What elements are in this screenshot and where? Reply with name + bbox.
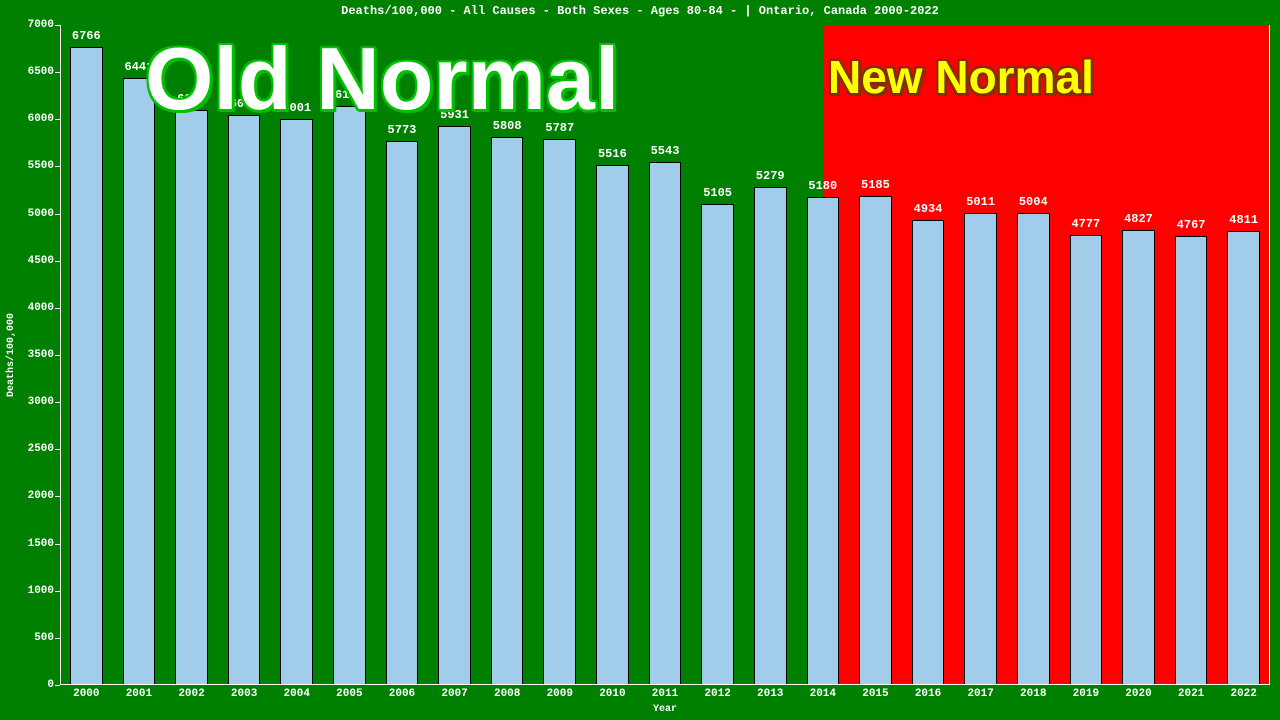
x-tick-label: 2003 xyxy=(231,688,257,700)
y-axis-line-right xyxy=(1269,25,1270,685)
x-tick-label: 2005 xyxy=(336,688,362,700)
bar xyxy=(1070,235,1103,685)
x-tick-label: 2001 xyxy=(126,688,152,700)
bar-value-label: 5011 xyxy=(966,195,995,209)
bar xyxy=(228,115,261,685)
bar-value-label: 5185 xyxy=(861,178,890,192)
annotation-text: New Normal xyxy=(828,50,1094,104)
x-tick-label: 2013 xyxy=(757,688,783,700)
x-tick-label: 2006 xyxy=(389,688,415,700)
y-tick-label: 3500 xyxy=(28,349,54,361)
y-tick-label: 7000 xyxy=(28,19,54,31)
bar xyxy=(333,106,366,685)
chart-title: Deaths/100,000 - All Causes - Both Sexes… xyxy=(0,4,1280,18)
bar xyxy=(491,137,524,685)
x-tick-label: 2021 xyxy=(1178,688,1204,700)
x-axis: Year 2000 2001 2002 2003 2004 2005 2006 2007 200… xyxy=(60,685,1270,720)
x-tick-label: 2020 xyxy=(1125,688,1151,700)
bar xyxy=(964,213,997,685)
x-tick-label: 2011 xyxy=(652,688,678,700)
x-tick-label: 2014 xyxy=(810,688,836,700)
x-tick-label: 2019 xyxy=(1073,688,1099,700)
x-tick-label: 2010 xyxy=(599,688,625,700)
bar-value-label: 6766 xyxy=(72,29,101,43)
y-tick-label: 1500 xyxy=(28,538,54,550)
y-tick-label: 6000 xyxy=(28,113,54,125)
x-tick-label: 2015 xyxy=(862,688,888,700)
y-tick-label: 4500 xyxy=(28,255,54,267)
mortality-bar-chart: Deaths/100,000 - All Causes - Both Sexes… xyxy=(0,0,1280,720)
bar xyxy=(1175,236,1208,685)
x-tick-label: 2012 xyxy=(704,688,730,700)
x-tick-label: 2017 xyxy=(967,688,993,700)
bar-value-label: 5105 xyxy=(703,186,732,200)
bar xyxy=(123,78,156,685)
bar xyxy=(1227,231,1260,685)
y-tick-label: 4000 xyxy=(28,302,54,314)
bar-value-label: 5543 xyxy=(651,144,680,158)
bar-value-label: 5279 xyxy=(756,169,785,183)
bar-value-label: 5004 xyxy=(1019,195,1048,209)
x-axis-label: Year xyxy=(653,704,677,715)
x-tick-label: 2009 xyxy=(547,688,573,700)
x-tick-label: 2007 xyxy=(441,688,467,700)
bar-value-label: 4777 xyxy=(1071,217,1100,231)
y-tick-label: 5500 xyxy=(28,160,54,172)
x-tick-label: 2016 xyxy=(915,688,941,700)
bar xyxy=(1017,213,1050,685)
bar xyxy=(175,110,208,685)
bar xyxy=(596,165,629,685)
x-axis-line xyxy=(60,684,1270,685)
bar xyxy=(754,187,787,685)
y-tick-label: 5000 xyxy=(28,208,54,220)
bar xyxy=(543,139,576,685)
bar xyxy=(701,204,734,685)
bar xyxy=(649,162,682,685)
bar xyxy=(1122,230,1155,685)
y-tick-label: 500 xyxy=(34,632,54,644)
bar-value-label: 5516 xyxy=(598,147,627,161)
y-tick-label: 0 xyxy=(47,679,54,691)
y-tick-label: 2000 xyxy=(28,490,54,502)
bar-value-label: 5180 xyxy=(808,179,837,193)
bar xyxy=(280,119,313,685)
bar xyxy=(386,141,419,685)
bar xyxy=(70,47,103,685)
y-tick-label: 3000 xyxy=(28,396,54,408)
x-tick-label: 2002 xyxy=(178,688,204,700)
y-axis-line xyxy=(60,25,61,685)
x-tick-label: 2018 xyxy=(1020,688,1046,700)
bar-value-label: 4767 xyxy=(1177,218,1206,232)
x-tick-label: 2004 xyxy=(284,688,310,700)
x-tick-label: 2000 xyxy=(73,688,99,700)
bar-value-label: 4811 xyxy=(1229,213,1258,227)
x-tick-label: 2008 xyxy=(494,688,520,700)
y-axis: Deaths/100,000 0500100015002000250030003… xyxy=(0,25,60,685)
y-tick-label: 2500 xyxy=(28,443,54,455)
y-tick-label: 6500 xyxy=(28,66,54,78)
bar xyxy=(859,196,892,685)
bar xyxy=(438,126,471,685)
y-axis-label: Deaths/100,000 xyxy=(6,313,17,397)
x-tick-label: 2022 xyxy=(1230,688,1256,700)
annotation-text: Old Normal xyxy=(145,28,619,130)
bar xyxy=(912,220,945,685)
bar xyxy=(807,197,840,685)
y-tick-label: 1000 xyxy=(28,585,54,597)
bar-value-label: 4934 xyxy=(914,202,943,216)
bar-value-label: 4827 xyxy=(1124,212,1153,226)
